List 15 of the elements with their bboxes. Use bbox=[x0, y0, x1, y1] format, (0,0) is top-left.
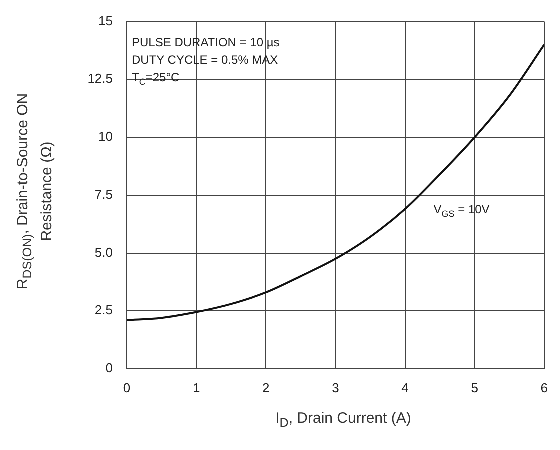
x-tick-label: 0 bbox=[123, 380, 131, 396]
x-tick-label: 4 bbox=[402, 380, 409, 396]
y-tick-label: 0 bbox=[106, 360, 113, 376]
x-tick-label: 1 bbox=[192, 380, 200, 396]
y-tick-label: 15 bbox=[98, 13, 113, 28]
y-tick-label: 2.5 bbox=[94, 302, 113, 318]
x-tick-label: 3 bbox=[332, 380, 340, 396]
y-tick-label: 10 bbox=[98, 129, 113, 144]
x-axis-title: I$_{D}$, Drain Current (A) bbox=[274, 410, 412, 430]
x-tick-label: 6 bbox=[540, 380, 548, 396]
y-tick-label: 7.5 bbox=[94, 186, 113, 202]
x-tick-label: 2 bbox=[262, 380, 270, 396]
y-tick-label: 5.0 bbox=[94, 244, 113, 260]
y-tick-label: 12.5 bbox=[88, 71, 113, 86]
x-tick-label: 5 bbox=[471, 380, 478, 396]
